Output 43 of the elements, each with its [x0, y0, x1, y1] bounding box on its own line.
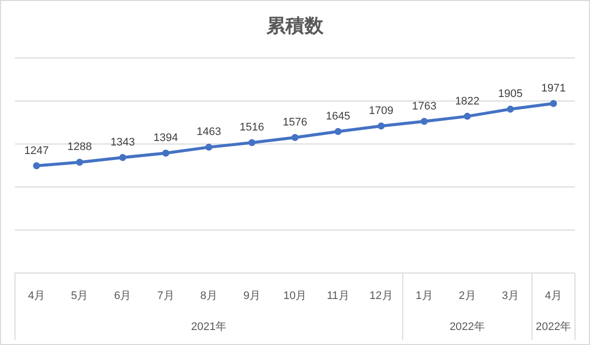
- data-label: 1247: [24, 144, 49, 157]
- x-tick-label: 11月: [326, 290, 350, 302]
- data-label: 1394: [154, 132, 178, 144]
- point: [378, 122, 385, 130]
- data-label: 1516: [240, 122, 264, 134]
- text: 2021年: [191, 321, 227, 333]
- data-label: 1288: [67, 141, 92, 154]
- point: [162, 150, 170, 157]
- data-label: 1576: [282, 116, 308, 128]
- text: 2022年: [536, 321, 572, 333]
- point: [205, 144, 212, 151]
- point: [464, 112, 471, 120]
- x-tick-label: 3月: [502, 290, 519, 302]
- x-tick-label: 4月: [544, 290, 562, 302]
- chart-title: 累積数: [266, 16, 324, 37]
- point: [76, 158, 84, 166]
- x-tick-label: 6月: [114, 290, 132, 302]
- data-label: 1463: [196, 126, 222, 138]
- point: [550, 100, 557, 107]
- point: [119, 154, 126, 161]
- point: [248, 139, 256, 146]
- x-tick-label: 7月: [157, 290, 174, 302]
- data-label: 1343: [110, 136, 135, 148]
- x-tick-label: 5月: [71, 290, 88, 302]
- x-tick-label: 2月: [458, 290, 476, 302]
- data-label: 1709: [368, 105, 394, 118]
- x-tick-label: 1月: [416, 290, 433, 302]
- data-label: 1822: [455, 95, 480, 108]
- x-tick-label: 12月: [370, 290, 393, 302]
- data-label: 1971: [541, 82, 566, 94]
- point: [33, 162, 40, 170]
- point: [420, 118, 428, 125]
- data-label: 1905: [498, 88, 523, 100]
- text: 2022年: [450, 321, 486, 333]
- x-tick-label: 4月: [28, 290, 46, 302]
- x-tick-label: 8月: [200, 290, 218, 302]
- point: [334, 128, 342, 136]
- data-label: 1763: [412, 100, 436, 112]
- x-tick-label: 10月: [283, 290, 307, 302]
- data-label: 1645: [326, 110, 350, 123]
- point: [292, 134, 298, 141]
- x-tick-label: 9月: [243, 290, 260, 302]
- point: [506, 106, 514, 113]
